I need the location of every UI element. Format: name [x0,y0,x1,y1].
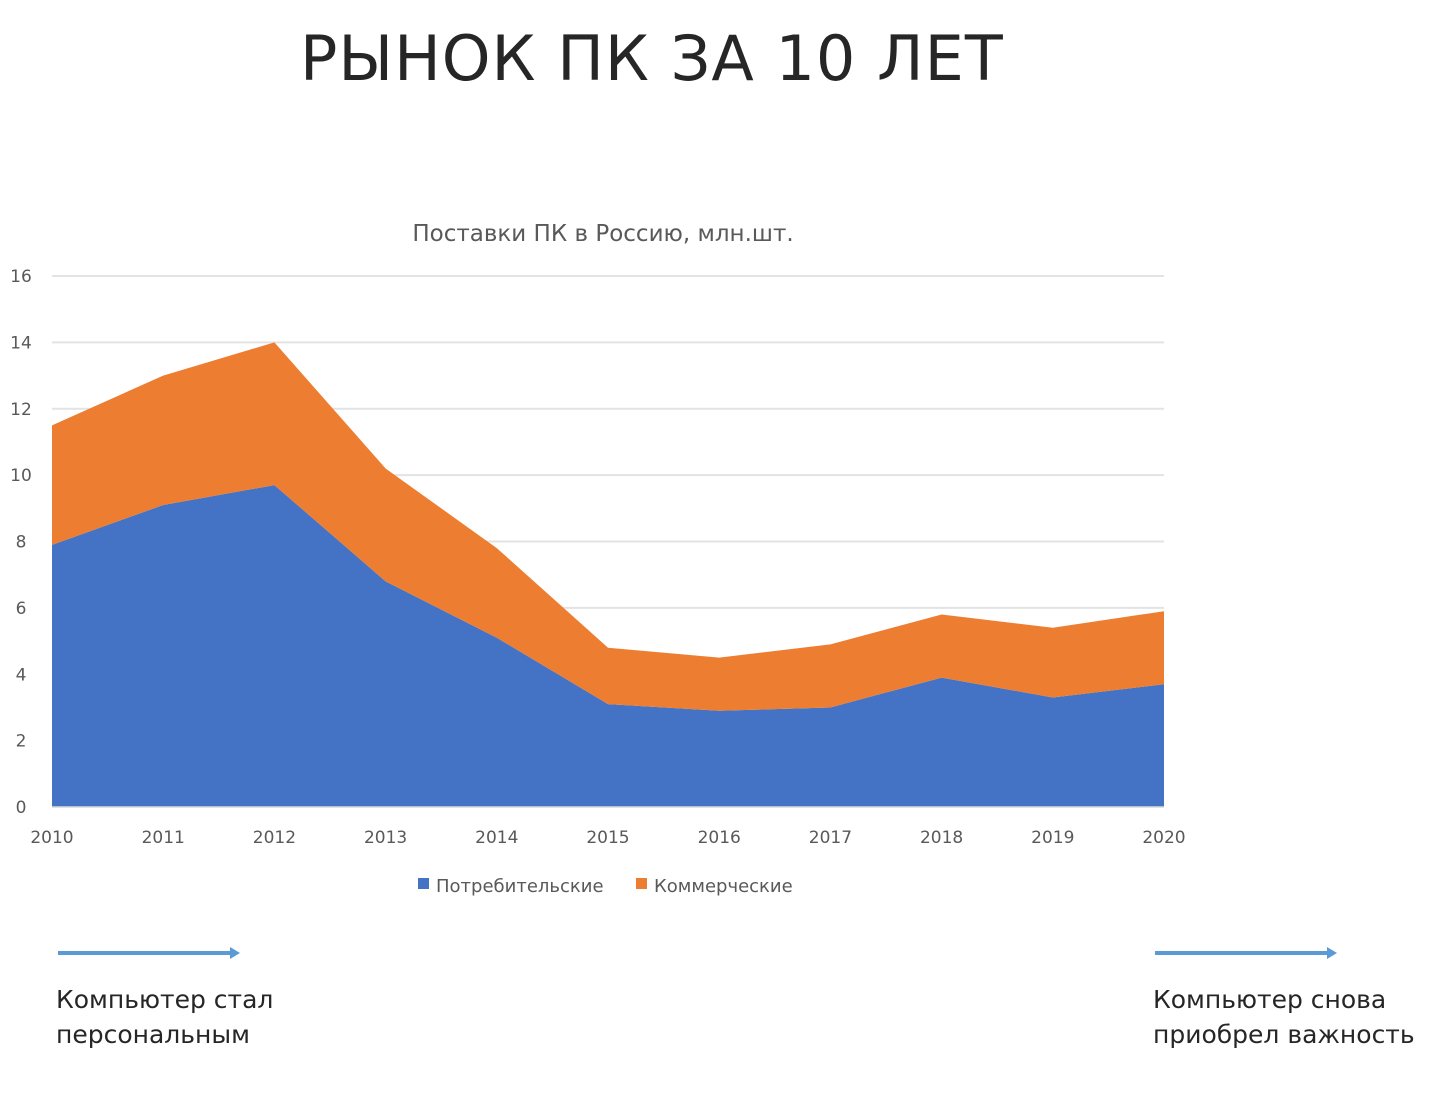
y-tick-label: 10 [10,466,32,486]
x-tick-label: 2010 [30,828,73,848]
y-tick-label: 6 [16,599,27,619]
legend-label: Потребительские [436,876,604,897]
x-tick-label: 2019 [1031,828,1074,848]
arrow-left-head [230,947,240,959]
arrows [58,947,1337,959]
note-left-line-2: персональным [56,1020,250,1049]
x-tick-label: 2016 [698,828,741,848]
y-tick-label: 4 [16,665,27,685]
legend-label: Коммерческие [654,876,793,897]
x-tick-label: 2011 [142,828,185,848]
slide-title: РЫНОК ПК ЗА 10 ЛЕТ [300,22,1004,95]
note-right-line-1: Компьютер снова [1153,985,1387,1014]
legend-swatch [636,878,647,889]
axes: 0 2 4 6 8 10 12 14 16 2010 2011 2012 2013 2014 2015 201… [10,267,1185,848]
y-tick-label: 8 [16,533,27,553]
legend-swatch [418,878,429,889]
x-tick-label: 2012 [253,828,296,848]
y-tick-label: 14 [10,333,32,353]
chart-title: Поставки ПК в Россию, млн.шт. [412,221,793,247]
note-computer-became-personal: Компьютер стал персональным [56,982,273,1052]
series-areas [52,342,1164,807]
note-left-line-1: Компьютер стал [56,985,274,1014]
note-computer-regained-importance: Компьютер снова приобрел важность [1153,982,1415,1052]
x-tick-label: 2015 [586,828,629,848]
y-tick-label: 2 [16,732,27,752]
series-area-2 [52,342,1164,711]
series-area-1 [52,485,1164,807]
x-tick-label: 2014 [475,828,518,848]
x-tick-label: 2017 [809,828,852,848]
x-tick-label: 2020 [1142,828,1185,848]
note-right-line-2: приобрел важность [1153,1020,1415,1049]
arrow-right-head [1327,947,1337,959]
x-tick-label: 2013 [364,828,407,848]
y-tick-label: 0 [16,798,27,818]
y-tick-label: 12 [10,400,32,420]
legend: Потребительские Коммерческие [418,876,793,897]
x-tick-label: 2018 [920,828,963,848]
y-tick-label: 16 [10,267,32,287]
